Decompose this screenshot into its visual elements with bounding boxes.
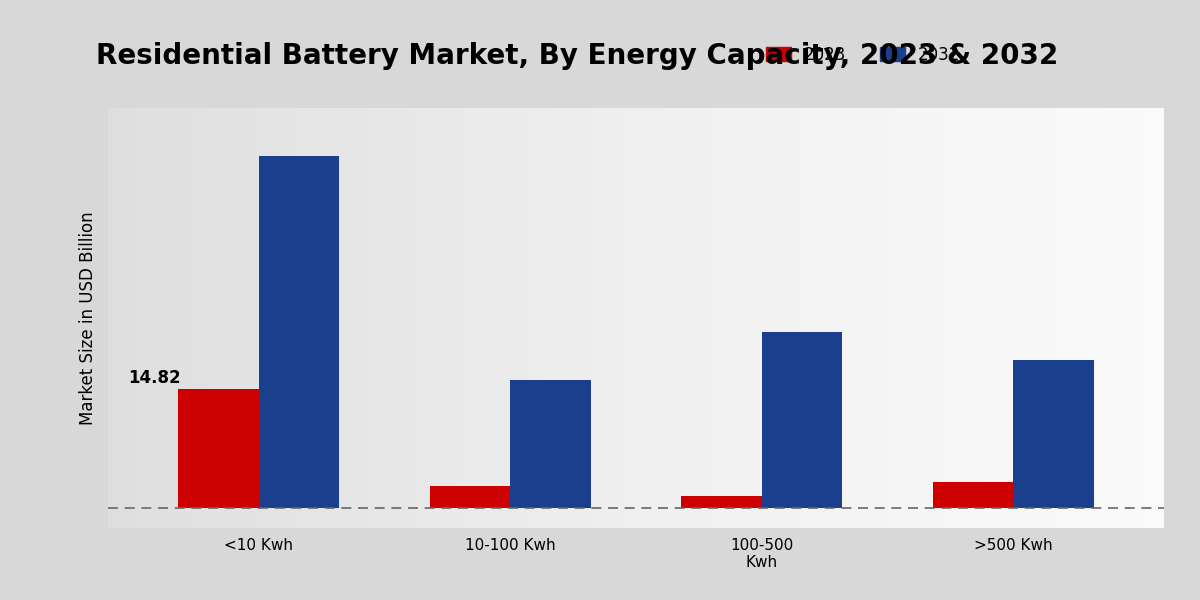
Bar: [1013, 360, 1093, 508]
Bar: [682, 496, 762, 508]
Bar: [179, 389, 259, 508]
Text: Residential Battery Market, By Energy Capacity, 2023 & 2032: Residential Battery Market, By Energy Ca…: [96, 42, 1058, 70]
Legend: 2023, 2032: 2023, 2032: [761, 41, 966, 69]
Text: 14.82: 14.82: [128, 369, 181, 387]
Bar: [430, 485, 510, 508]
Bar: [259, 156, 340, 508]
Y-axis label: Market Size in USD Billion: Market Size in USD Billion: [79, 211, 97, 425]
Bar: [932, 482, 1013, 508]
Bar: [510, 380, 590, 508]
Bar: [762, 332, 842, 508]
